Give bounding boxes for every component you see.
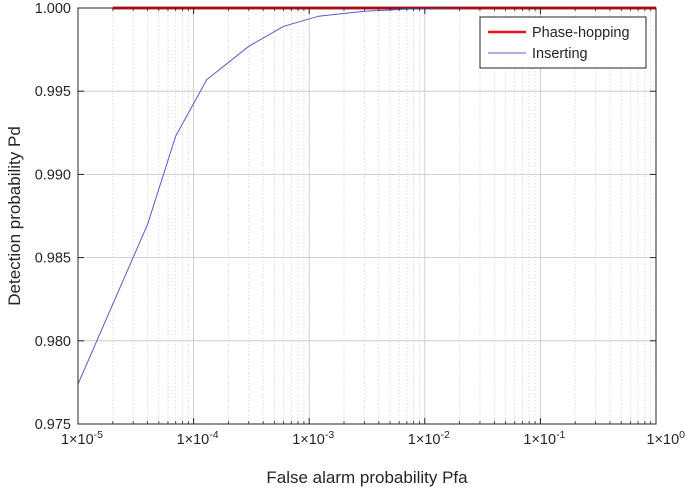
- x-tick-label: 1×10-4: [177, 429, 219, 448]
- y-tick-label: 0.980: [35, 334, 71, 350]
- legend-label-phase-hopping: Phase-hopping: [532, 25, 630, 41]
- y-axis-label: Detection probability Pd: [5, 126, 24, 306]
- x-tick-label: 1×10-2: [408, 429, 450, 448]
- x-tick-labels: 1×10-5 1×10-4 1×10-3 1×10-2 1×10-1 1×100: [61, 429, 685, 448]
- legend: Phase-hopping Inserting: [479, 16, 647, 69]
- x-tick-label: 1×10-5: [61, 429, 103, 448]
- y-tick-label: 0.995: [35, 84, 71, 100]
- x-tick-label: 1×10-3: [292, 429, 334, 448]
- x-tick-label: 1×10-1: [523, 429, 565, 448]
- plot-frame: [77, 7, 657, 425]
- x-tick-label: 1×100: [646, 429, 685, 448]
- y-tick-label: 0.990: [35, 167, 71, 183]
- y-tick-label: 0.985: [35, 251, 71, 267]
- tick-marks: [77, 7, 657, 425]
- legend-label-inserting: Inserting: [532, 46, 588, 62]
- legend-box: [479, 16, 647, 69]
- y-tick-label: 1.000: [35, 1, 71, 17]
- y-tick-label: 0.975: [35, 417, 71, 433]
- y-tick-labels: 0.975 0.980 0.985 0.990 0.995 1.000: [35, 1, 71, 433]
- plot-area: [78, 8, 656, 424]
- minor-grid: [112, 8, 652, 424]
- x-axis-label: False alarm probability Pfa: [266, 468, 468, 487]
